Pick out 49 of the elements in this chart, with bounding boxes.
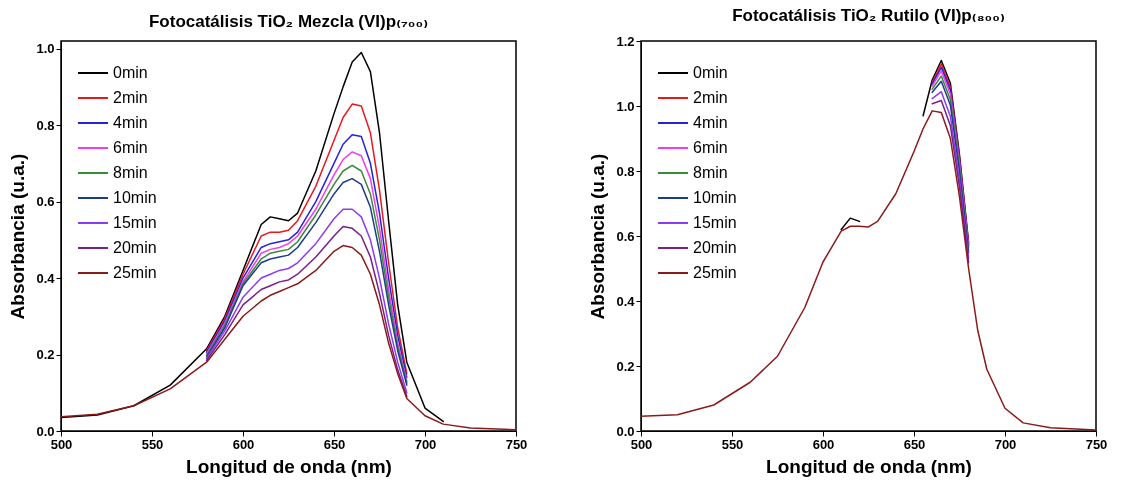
x-axis-title: Longitud de onda (nm): [766, 455, 972, 477]
y-tick-label: 1.0: [616, 98, 635, 114]
y-tick-label: 0.4: [36, 270, 56, 286]
x-tick-label: 700: [414, 436, 437, 452]
legend-label: 25min: [693, 264, 737, 281]
x-tick-label: 750: [1085, 436, 1108, 452]
y-tick-label: 0.8: [616, 163, 635, 179]
x-tick-label: 600: [232, 436, 255, 452]
legend-label: 4min: [693, 114, 728, 131]
legend-label: 4min: [113, 114, 148, 131]
y-tick-label: 0.0: [616, 423, 635, 439]
y-tick-label: 0.6: [616, 228, 635, 244]
y-tick-label: 0.2: [616, 358, 635, 374]
y-tick-label: 0.8: [36, 117, 55, 133]
y-axis-title: Absorbancia (u.a.): [587, 153, 609, 320]
legend-label: 0min: [113, 64, 148, 81]
x-tick-label: 500: [630, 436, 653, 452]
x-tick-label: 550: [721, 436, 744, 452]
x-axis-title: Longitud de onda (nm): [186, 455, 392, 477]
y-tick-label: 1.2: [616, 33, 635, 49]
y-tick-label: 1.0: [36, 41, 55, 57]
legend-label: 0min: [693, 64, 728, 81]
legend-label: 6min: [113, 139, 148, 156]
x-tick-label: 650: [903, 436, 926, 452]
chart-title: Fotocatálisis TiO₂ Rutilo (VI)p₍₈₀₀₎: [732, 6, 1005, 25]
legend-label: 20min: [693, 239, 737, 256]
x-tick-label: 600: [812, 436, 835, 452]
legend-label: 25min: [113, 264, 157, 281]
legend-label: 6min: [693, 139, 728, 156]
legend-label: 10min: [113, 189, 157, 206]
legend-label: 8min: [693, 164, 728, 181]
y-tick-label: 0.4: [616, 293, 636, 309]
legend-label: 2min: [113, 89, 148, 106]
chart-title: Fotocatálisis TiO₂ Mezcla (VI)p₍₇₀₀₎: [148, 12, 429, 31]
legend-label: 2min: [693, 89, 728, 106]
x-tick-label: 650: [323, 436, 346, 452]
legend-label: 15min: [113, 214, 157, 231]
legend-label: 20min: [113, 239, 157, 256]
x-tick-label: 550: [141, 436, 164, 452]
x-tick-label: 700: [994, 436, 1017, 452]
legend-label: 15min: [693, 214, 737, 231]
y-axis-title: Absorbancia (u.a.): [7, 153, 29, 320]
y-tick-label: 0.0: [36, 423, 55, 439]
legend-label: 8min: [113, 164, 148, 181]
y-tick-label: 0.6: [36, 194, 55, 210]
x-tick-label: 500: [50, 436, 73, 452]
y-tick-label: 0.2: [36, 347, 55, 363]
legend-label: 10min: [693, 189, 737, 206]
x-tick-label: 750: [505, 436, 528, 452]
